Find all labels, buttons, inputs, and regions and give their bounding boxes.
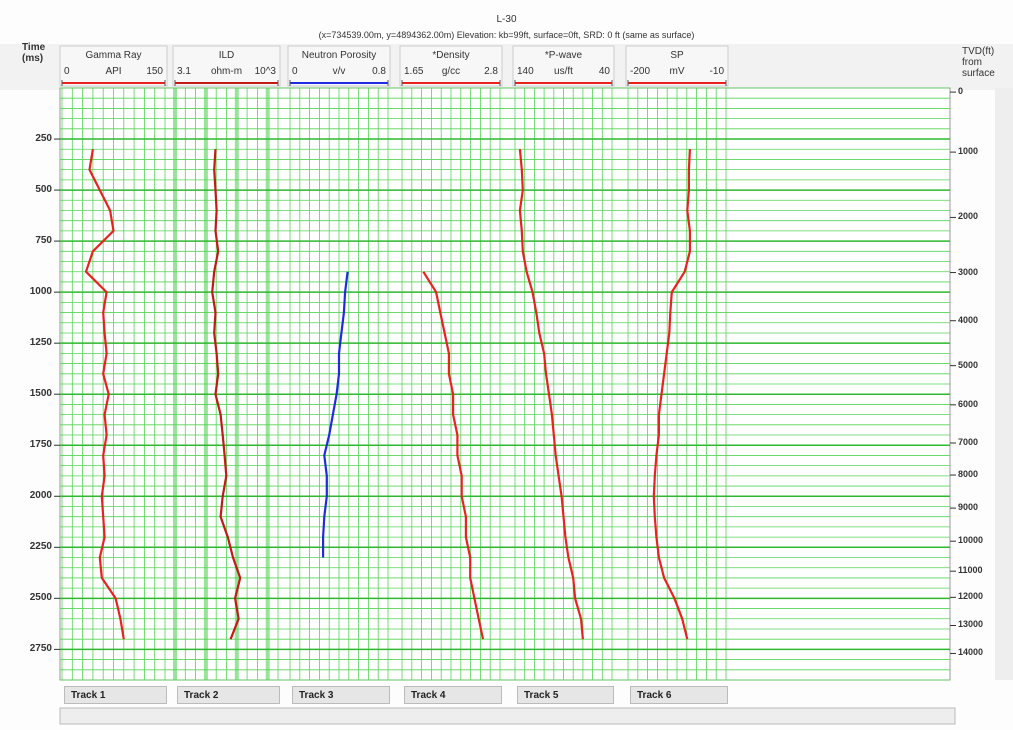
- y2-tick-label: 1000: [958, 146, 978, 157]
- horizontal-scrollbar[interactable]: [60, 708, 955, 724]
- y2-tick-label: 0: [958, 86, 963, 97]
- y2-tick-label: 11000: [958, 565, 983, 576]
- y2-tick-label: 9000: [958, 502, 978, 513]
- y2-tick-label: 4000: [958, 315, 978, 326]
- track-name: Gamma Ray: [62, 50, 165, 61]
- track-name: *P-wave: [515, 50, 612, 61]
- y2-tick-label: 13000: [958, 619, 983, 630]
- track-scale-label: 0.8: [348, 66, 386, 77]
- y-tick-label: 1250: [14, 337, 52, 348]
- y-tick-label: 2500: [14, 592, 52, 603]
- track-tab[interactable]: Track 1: [64, 686, 167, 704]
- y-tick-label: 500: [14, 184, 52, 195]
- track-scale-label: 1.65: [404, 66, 423, 77]
- y2-tick-label: 6000: [958, 399, 978, 410]
- well-log-window: L-30 (x=734539.00m, y=4894362.00m) Elevat…: [0, 0, 1013, 730]
- y-axis-title: Time (ms): [22, 42, 52, 64]
- y2-tick-label: 8000: [958, 469, 978, 480]
- y2-tick-label: 5000: [958, 360, 978, 371]
- y-tick-label: 250: [14, 133, 52, 144]
- y-tick-label: 2750: [14, 643, 52, 654]
- track-tab[interactable]: Track 4: [404, 686, 502, 704]
- y-tick-label: 1000: [14, 286, 52, 297]
- track-name: ILD: [175, 50, 278, 61]
- track-scale-label: 3.1: [177, 66, 191, 77]
- track-tab[interactable]: Track 6: [630, 686, 728, 704]
- y2-tick-label: 3000: [958, 267, 978, 278]
- track-tab[interactable]: Track 2: [177, 686, 280, 704]
- track-scale-label: -200: [630, 66, 650, 77]
- y2-tick-label: 2000: [958, 211, 978, 222]
- track-scale-label: 10^3: [238, 66, 276, 77]
- chart: [0, 0, 1013, 730]
- chart-title: L-30: [0, 14, 1013, 25]
- y2-tick-label: 12000: [958, 591, 983, 602]
- y2-tick-label: 10000: [958, 535, 983, 546]
- track-scale-label: 150: [125, 66, 163, 77]
- track-scale-label: -10: [686, 66, 724, 77]
- chart-subtitle: (x=734539.00m, y=4894362.00m) Elevation:…: [0, 30, 1013, 41]
- y2-axis-title: TVD(ft) from surface: [962, 46, 1000, 79]
- track-scale-label: 0: [64, 66, 70, 77]
- track-tab[interactable]: Track 3: [292, 686, 390, 704]
- track-scale-label: 0: [292, 66, 298, 77]
- y-tick-label: 2000: [14, 490, 52, 501]
- y-tick-label: 1750: [14, 439, 52, 450]
- y-tick-label: 1500: [14, 388, 52, 399]
- track-tab[interactable]: Track 5: [517, 686, 614, 704]
- y2-tick-label: 14000: [958, 647, 983, 658]
- y-tick-label: 2250: [14, 541, 52, 552]
- track-scale-label: 140: [517, 66, 534, 77]
- track-name: *Density: [402, 50, 500, 61]
- vertical-scrollbar[interactable]: [995, 88, 1013, 680]
- track-name: Neutron Porosity: [290, 50, 388, 61]
- y-tick-label: 750: [14, 235, 52, 246]
- track-scale-label: 40: [572, 66, 610, 77]
- y2-tick-label: 7000: [958, 437, 978, 448]
- track-scale-label: 2.8: [460, 66, 498, 77]
- track-name: SP: [628, 50, 726, 61]
